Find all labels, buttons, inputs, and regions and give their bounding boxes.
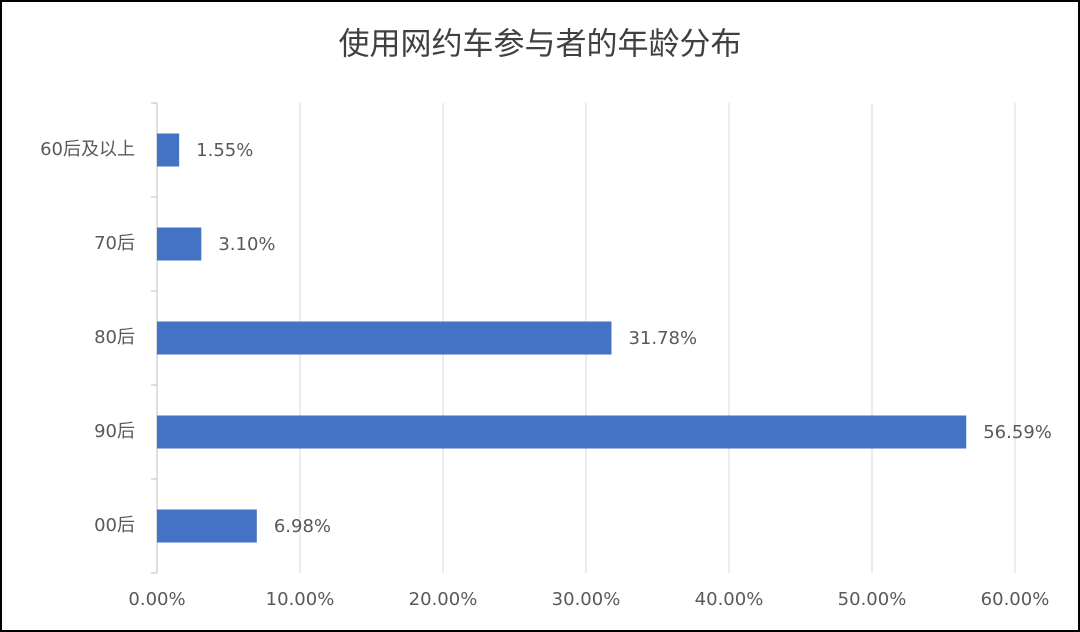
data-label: 56.59% <box>983 422 1052 443</box>
data-label: 1.55% <box>196 140 253 161</box>
x-tick-label: 20.00% <box>409 589 478 610</box>
x-tick-label: 40.00% <box>695 589 764 610</box>
x-tick-label: 10.00% <box>266 589 335 610</box>
x-tick-label: 60.00% <box>981 589 1050 610</box>
data-label: 6.98% <box>274 516 331 537</box>
x-tick-label: 50.00% <box>838 589 907 610</box>
y-tick-label: 90后 <box>94 421 135 442</box>
bar <box>157 321 612 355</box>
chart-title: 使用网约车参与者的年龄分布 <box>339 27 742 63</box>
x-tick-label: 0.00% <box>128 589 185 610</box>
y-tick-label: 00后 <box>94 515 135 536</box>
y-tick-label: 80后 <box>94 327 135 348</box>
bar <box>157 509 257 543</box>
data-label: 31.78% <box>628 328 697 349</box>
data-label: 3.10% <box>218 234 275 255</box>
bar <box>157 227 202 261</box>
y-tick-label: 60后及以上 <box>40 139 135 160</box>
bar <box>157 415 967 449</box>
bar <box>157 133 180 167</box>
y-tick-label: 70后 <box>94 233 135 254</box>
x-tick-label: 30.00% <box>552 589 621 610</box>
